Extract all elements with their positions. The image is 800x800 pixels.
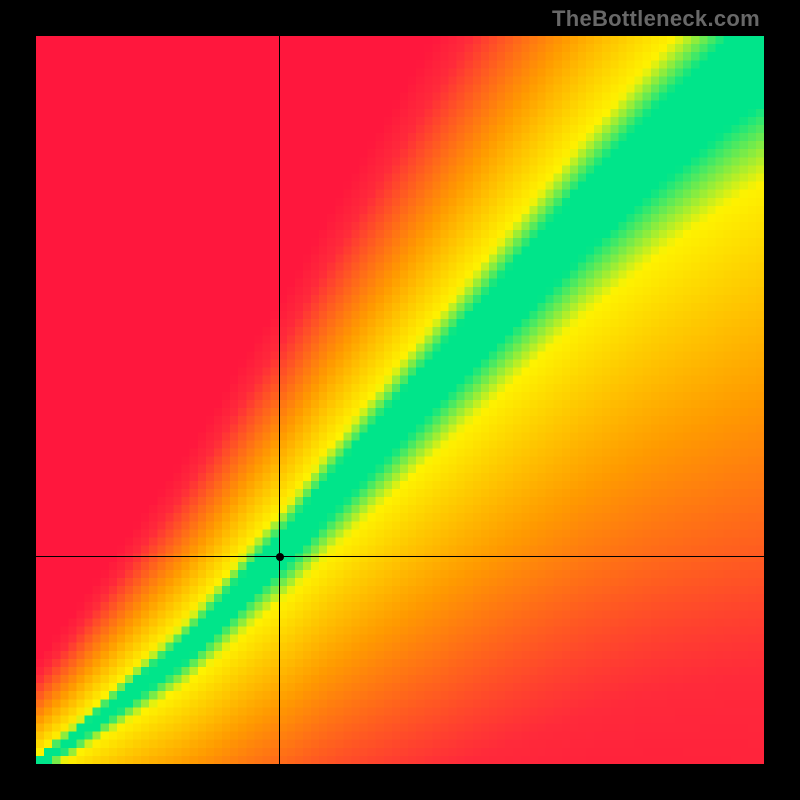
heatmap-plot <box>36 36 764 764</box>
crosshair-dot <box>276 553 284 561</box>
crosshair-horizontal <box>36 556 764 557</box>
watermark-text: TheBottleneck.com <box>552 6 760 32</box>
crosshair-vertical <box>279 36 280 764</box>
